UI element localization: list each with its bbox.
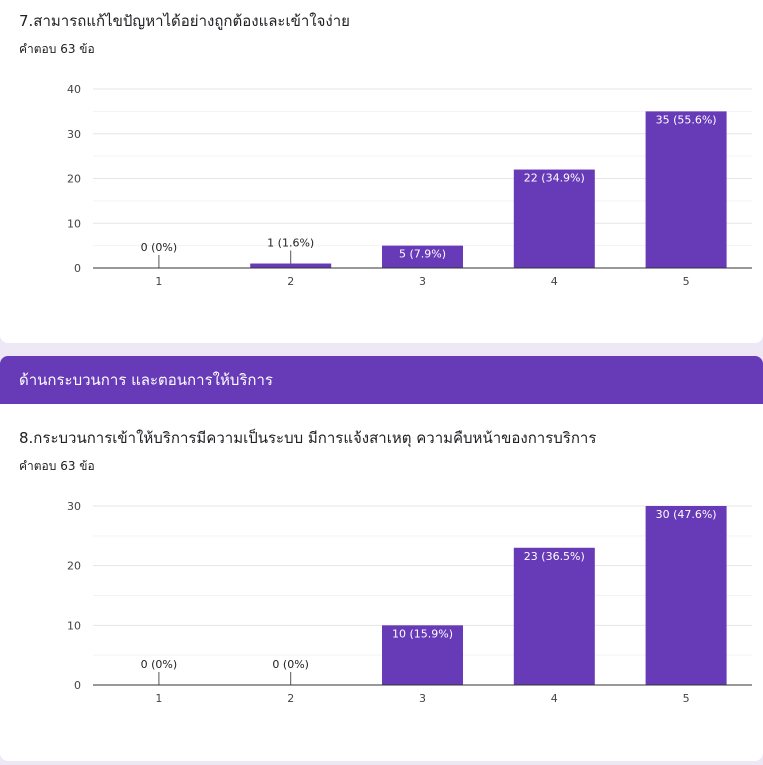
response-count: คำตอบ 63 ข้อ [19,459,95,473]
bar [382,245,463,268]
question-title: 7.สามารถแก้ไขปัญหาได้อย่างถูกต้องและเข้า… [19,12,350,30]
data-label: 22 (34.9%) [524,172,585,185]
section-header: ด้านกระบวนการ และตอนการให้บริการ [0,356,763,404]
bar [513,547,595,685]
data-label: 1 (1.6%) [267,237,314,250]
section-title: ด้านกระบวนการ และตอนการให้บริการ [19,371,273,389]
data-label: 0 (0%) [141,658,178,671]
question-card-7: 7.สามารถแก้ไขปัญหาได้อย่างถูกต้องและเข้า… [0,0,763,343]
response-count: คำตอบ 63 ข้อ [19,42,95,56]
data-label: 0 (0%) [272,658,309,671]
y-tick-label: 0 [74,262,81,275]
y-tick-label: 0 [74,679,81,692]
y-tick-label: 20 [67,173,81,186]
question-title: 8.กระบวนการเข้าให้บริการมีความเป็นระบบ ม… [19,429,597,447]
bar-chart-q7: 0 10 20 30 40 0 (0%) 1 1 (1.6%) 2 5 (7.9%) 3 22 (34… [0,0,763,347]
bar [382,625,463,685]
x-tick-label: 5 [683,692,690,705]
data-label: 30 (47.6%) [656,508,717,521]
x-tick-label: 5 [683,275,690,288]
y-tick-label: 20 [67,560,81,573]
x-tick-label: 2 [287,692,294,705]
y-tick-label: 10 [67,619,81,632]
x-tick-label: 4 [551,275,558,288]
x-tick-label: 2 [287,275,294,288]
y-tick-label: 30 [67,500,81,513]
x-tick-label: 4 [551,692,558,705]
question-card-8: 8.กระบวนการเข้าให้บริการมีความเป็นระบบ ม… [0,404,763,761]
bar-chart-q8: 0 10 20 30 0 (0%) 1 0 (0%) 2 10 (15.9%) 3 23 (36.5… [0,404,763,765]
data-label: 35 (55.6%) [656,113,717,126]
bar [513,169,595,268]
bar [645,506,727,685]
data-label: 5 (7.9%) [399,248,446,261]
x-tick-label: 3 [419,275,426,288]
y-tick-label: 30 [67,128,81,141]
y-tick-label: 40 [67,83,81,96]
x-tick-label: 1 [155,692,162,705]
y-tick-label: 10 [67,217,81,230]
data-label: 10 (15.9%) [392,627,453,640]
bar-chart-svg: 0 10 20 30 40 0 (0%) 1 1 (1.6%) 2 5 (7.9%) 3 22 (34… [67,83,752,288]
data-label: 0 (0%) [141,241,178,254]
x-tick-label: 1 [155,275,162,288]
bar [645,111,727,268]
x-tick-label: 3 [419,692,426,705]
bar-chart-svg: 0 10 20 30 0 (0%) 1 0 (0%) 2 10 (15.9%) 3 23 (36.5… [67,500,752,705]
bar [250,263,332,268]
data-label: 23 (36.5%) [524,550,585,563]
